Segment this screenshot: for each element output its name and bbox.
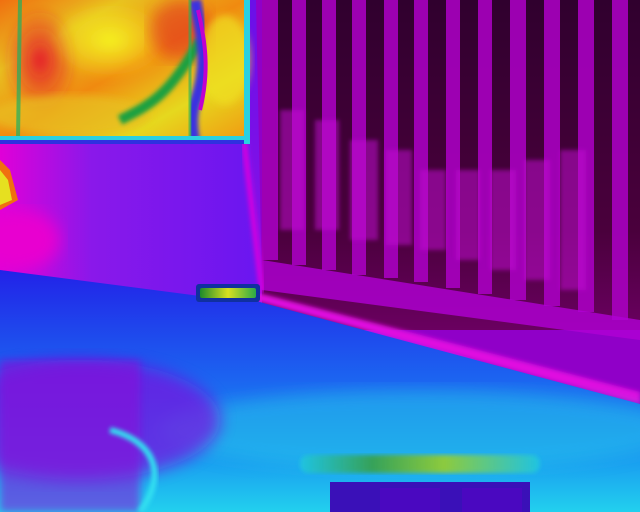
floor-cyan-foreground	[160, 390, 640, 470]
wall-corner-edge	[241, 139, 265, 293]
foreground-object-edge	[0, 360, 530, 512]
small-heat-strip	[196, 284, 260, 302]
floor-warm-line	[300, 455, 540, 473]
skirting-board-hot-line	[252, 292, 640, 404]
radiator-stripes	[262, 0, 640, 340]
left-edge-hotspot-core	[0, 170, 12, 205]
left-wall-region	[0, 140, 262, 300]
left-warm-spot	[0, 210, 60, 270]
hot-window-panel	[0, 0, 250, 144]
